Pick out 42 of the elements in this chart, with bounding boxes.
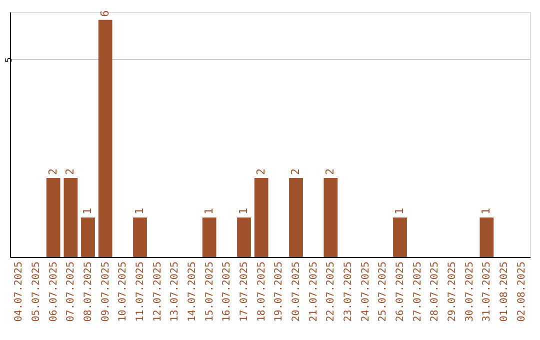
x-tick-label: 07.07.2025 <box>66 262 77 322</box>
data-label: 2 <box>64 168 77 175</box>
x-tick-label: 11.07.2025 <box>135 262 146 322</box>
x-tick-label: 30.07.2025 <box>464 262 476 322</box>
x-tick-label: 22.07.2025 <box>326 262 337 322</box>
x-tick-label: 28.07.2025 <box>430 262 441 322</box>
x-tick-label: 16.07.2025 <box>222 262 233 322</box>
data-label: 1 <box>133 208 146 214</box>
x-tick-label: 13.07.2025 <box>170 262 181 322</box>
x-tick-label: 15.07.2025 <box>204 262 216 322</box>
x-tick-label: 17.07.2025 <box>239 262 250 322</box>
x-tick-label: 02.08.2025 <box>516 262 528 322</box>
data-label: 2 <box>289 168 302 175</box>
data-label: 2 <box>46 168 60 175</box>
x-tick-label: 12.07.2025 <box>152 262 164 322</box>
x-tick-label: 08.07.2025 <box>83 262 94 322</box>
x-tick-label: 20.07.2025 <box>291 262 302 322</box>
x-tick-label: 31.07.2025 <box>482 262 493 322</box>
data-label: 1 <box>81 208 94 214</box>
data-label: 6 <box>98 10 112 17</box>
x-tick-label: 18.07.2025 <box>256 262 268 322</box>
x-tick-label: 25.07.2025 <box>378 262 389 322</box>
x-tick-label: 01.08.2025 <box>499 262 510 322</box>
x-tick-label: 27.07.2025 <box>412 262 424 322</box>
data-label: 1 <box>237 208 250 214</box>
x-tick-label: 21.07.2025 <box>308 262 320 322</box>
x-tick-label: 24.07.2025 <box>360 262 372 322</box>
data-label: 2 <box>254 168 268 175</box>
x-tick-label: 06.07.2025 <box>48 262 60 322</box>
x-tick-label: 04.07.2025 <box>14 262 25 322</box>
x-tick-label: 10.07.2025 <box>118 262 129 322</box>
x-tick-label: 05.07.2025 <box>31 262 42 322</box>
x-tick-label: 19.07.2025 <box>274 262 285 322</box>
x-tick-label: 14.07.2025 <box>187 262 198 322</box>
x-tick-label: 29.07.2025 <box>447 262 458 322</box>
data-label: 2 <box>324 168 337 175</box>
data-label: 1 <box>393 208 406 214</box>
data-label: 1 <box>480 208 493 214</box>
x-tick-label: 23.07.2025 <box>343 262 354 322</box>
data-label: 1 <box>202 208 216 214</box>
x-tick-label: 09.07.2025 <box>100 262 112 322</box>
x-tick-label: 26.07.2025 <box>395 262 406 322</box>
